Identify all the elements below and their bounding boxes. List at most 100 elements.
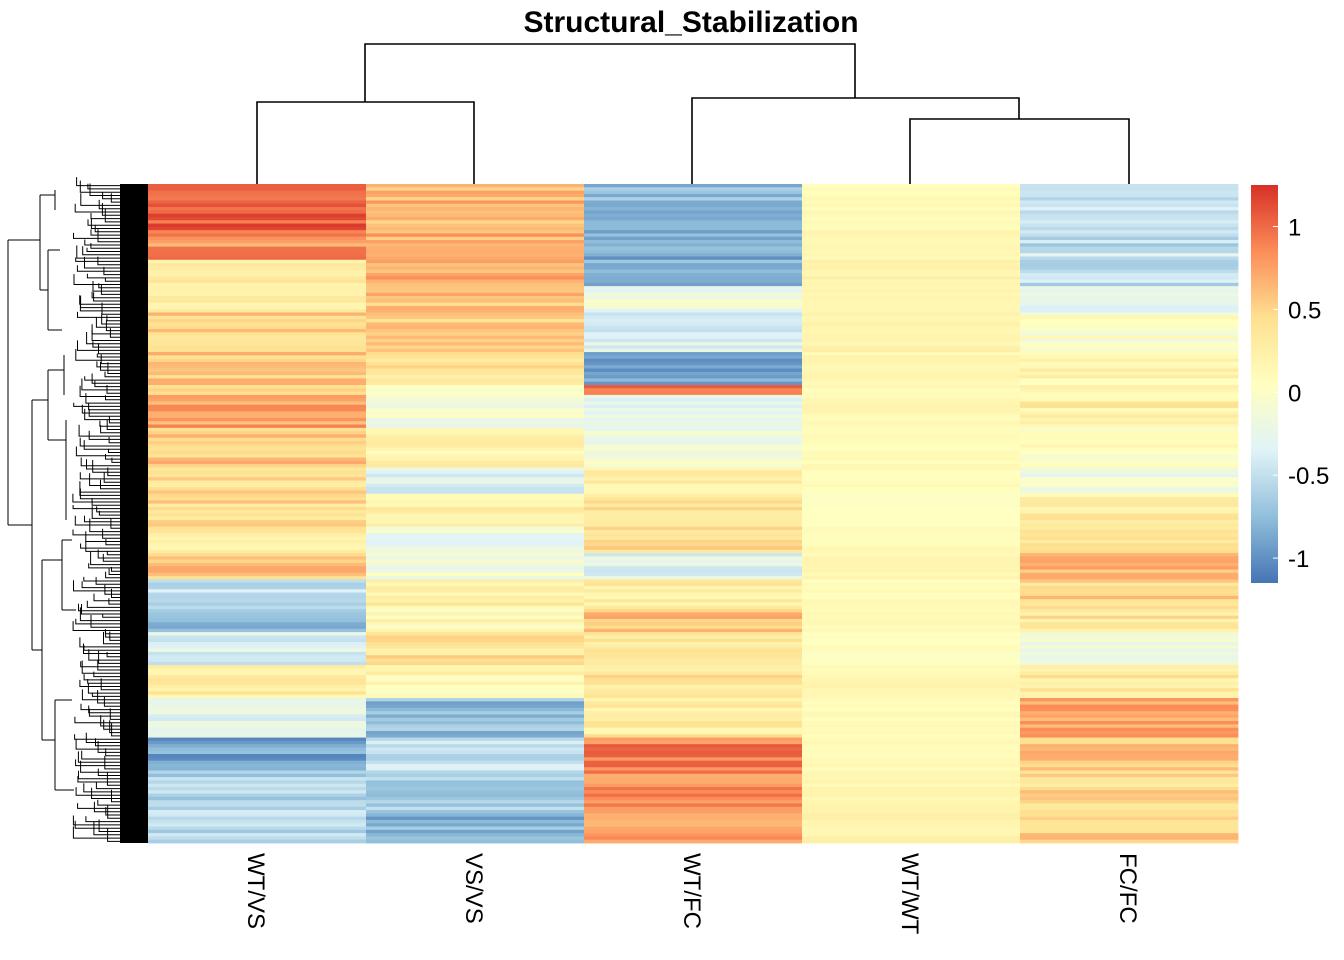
heatmap-cell [1020,648,1239,653]
heatmap-cell [802,464,1021,468]
heatmap-cell [584,520,803,524]
heatmap-cell [148,592,367,597]
heatmap-cell [366,711,585,715]
heatmap-cell [584,516,803,521]
heatmap-cell [148,378,367,383]
heatmap-cell [584,523,803,528]
heatmap-cell [802,628,1021,633]
heatmap-cell [1020,790,1239,794]
heatmap-cell [366,467,585,472]
heatmap-cell [1020,556,1239,561]
heatmap-cell [1020,259,1239,264]
heatmap-cell [584,813,803,818]
heatmap-cell [802,665,1021,669]
heatmap-cell [1020,767,1239,771]
heatmap-cell [148,197,367,201]
heatmap-cell [1020,328,1239,333]
heatmap-cell [584,404,803,409]
heatmap-cell [584,467,803,472]
heatmap-cell [366,506,585,511]
heatmap-cell [802,622,1021,626]
heatmap-cell [148,404,367,409]
heatmap-cell [584,299,803,304]
heatmap-cell [366,526,585,531]
heatmap-cell [366,322,585,327]
heatmap-cell [148,599,367,603]
heatmap-cell [1020,417,1239,422]
heatmap-cell [1020,816,1239,821]
heatmap-cell [148,770,367,775]
heatmap-cell [802,197,1021,201]
heatmap-cell [366,813,585,818]
heatmap-cell [148,655,367,659]
heatmap-cell [366,434,585,439]
heatmap-cell [1020,711,1239,715]
heatmap-cell [1020,220,1239,224]
heatmap-cell [584,371,803,376]
heatmap-cell [1020,361,1239,366]
heatmap-cell [148,385,367,389]
heatmap-cell [366,319,585,323]
heatmap-cell [148,477,367,481]
heatmap-cell [1020,592,1239,597]
heatmap-cell [366,628,585,633]
heatmap-cell [802,684,1021,689]
heatmap-cell [148,490,367,495]
heatmap-cell [148,240,367,244]
heatmap-cell [148,562,367,567]
heatmap-cell [366,203,585,208]
heatmap-cell [802,338,1021,343]
heatmap-cell [148,441,367,445]
heatmap-cell [584,750,803,755]
heatmap-cell [1020,701,1239,705]
heatmap-cell [1020,276,1239,280]
heatmap-cell [366,658,585,663]
heatmap-cell [584,269,803,274]
heatmap-cell [148,450,367,455]
heatmap-cell [1020,839,1239,844]
heatmap-cell [366,404,585,409]
heatmap-cell [366,345,585,350]
heatmap-cell [802,497,1021,501]
heatmap-cell [584,622,803,626]
heatmap-cell [148,651,367,656]
heatmap-cell [148,375,367,379]
heatmap-cell [148,698,367,702]
heatmap-cell [584,618,803,623]
column-dendrogram [256,43,1130,184]
heatmap-cell [802,651,1021,656]
heatmap-cell [148,744,367,748]
heatmap-cell [802,352,1021,356]
heatmap-cell [584,826,803,831]
heatmap-cell [148,338,367,343]
heatmap-cell [366,266,585,271]
heatmap-cell [366,724,585,729]
heatmap-cell [1020,375,1239,379]
heatmap-cell [366,282,585,287]
heatmap-cell [584,760,803,765]
heatmap-cell [1020,279,1239,284]
heatmap-cell [584,688,803,692]
heatmap-cell [802,796,1021,801]
heatmap-cell [584,338,803,343]
heatmap-cell [802,441,1021,445]
heatmap-cell [148,612,367,617]
heatmap-cell [148,714,367,719]
heatmap-cell [148,398,367,402]
heatmap-cell [148,345,367,350]
heatmap-cell [366,263,585,267]
heatmap-cell [584,431,803,435]
heatmap-cell [802,240,1021,244]
heatmap-cell [584,546,803,551]
heatmap-cell [802,315,1021,320]
heatmap-cell [366,338,585,343]
heatmap-cell [802,569,1021,574]
heatmap-cell [802,210,1021,215]
heatmap-cell [584,767,803,771]
heatmap-cell [584,352,803,356]
heatmap-cell [584,566,803,570]
heatmap-cell [366,810,585,814]
heatmap-cell [148,813,367,818]
heatmap-cell [802,299,1021,304]
heatmap-cell [148,559,367,564]
